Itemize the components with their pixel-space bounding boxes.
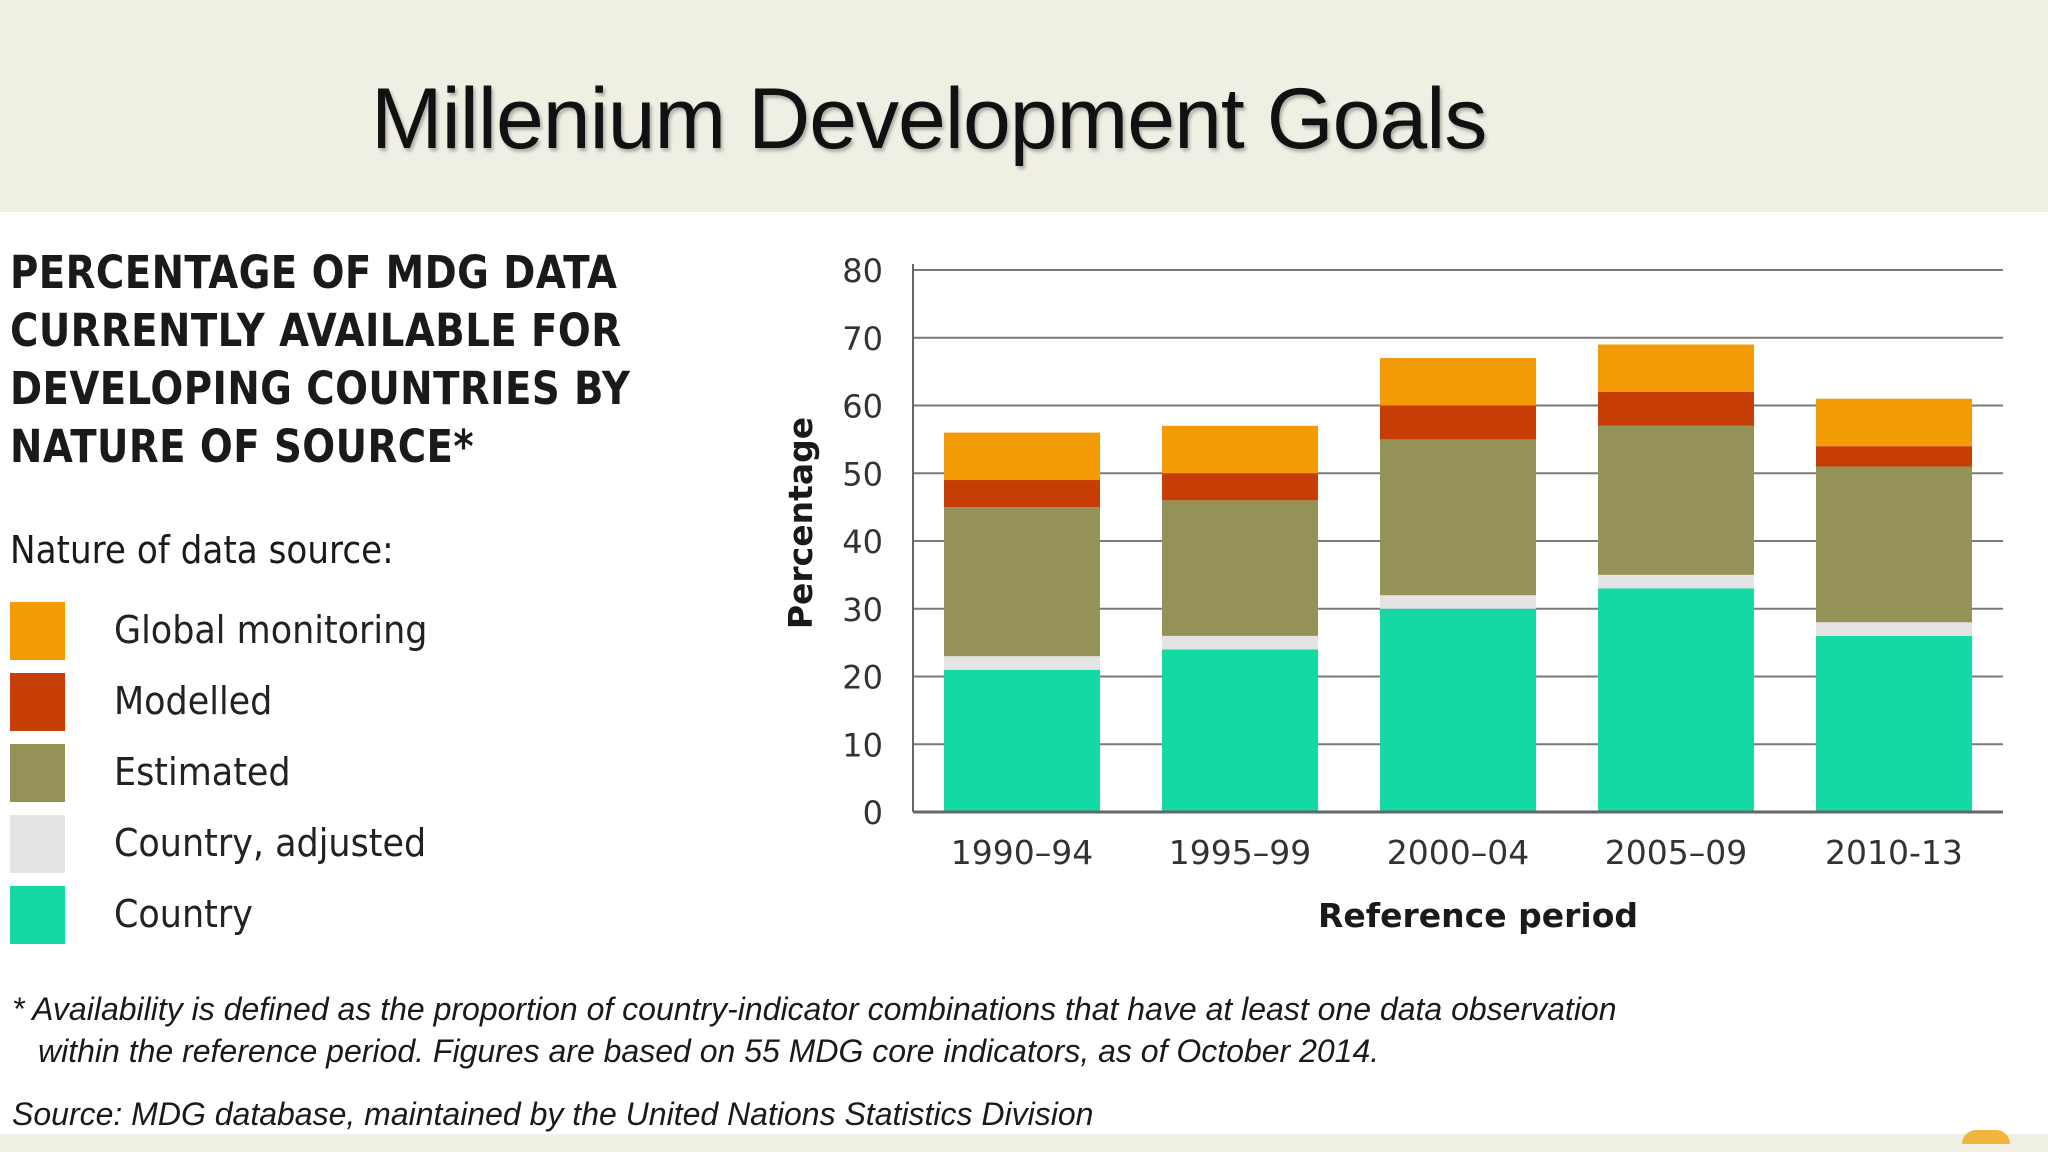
legend-swatch: [10, 602, 65, 660]
bar-segment-country-adjusted: [1380, 595, 1536, 609]
y-axis-title: Percentage: [781, 417, 820, 629]
figure-title-line: DEVELOPING COUNTRIES BY: [10, 362, 631, 415]
legend-item-estimated: Estimated: [10, 742, 610, 804]
y-tick-label: 20: [842, 659, 883, 697]
bar-segment-global-monitoring: [1816, 398, 1972, 447]
legend-item-modelled: Modelled: [10, 671, 610, 733]
x-tick-label: 1990–94: [951, 833, 1093, 872]
figure-title-line: CURRENTLY AVAILABLE FOR: [10, 304, 622, 357]
y-tick-label: 0: [863, 794, 883, 832]
legend-swatch: [10, 673, 65, 731]
legend-swatch: [10, 815, 65, 873]
figure-title: PERCENTAGE OF MDG DATA CURRENTLY AVAILAB…: [10, 244, 710, 476]
bar-segment-modelled: [1598, 391, 1754, 426]
bar-segment-country-adjusted: [1816, 622, 1972, 636]
x-axis-title: Reference period: [1318, 896, 1638, 935]
legend-label: Country, adjusted: [114, 821, 427, 865]
legend-item-country: Country: [10, 884, 610, 946]
bar-segment-modelled: [1162, 473, 1318, 501]
bar-segment-country: [944, 669, 1100, 812]
bar-segment-modelled: [1380, 405, 1536, 440]
bar-segment-global-monitoring: [944, 432, 1100, 481]
legend-label: Modelled: [114, 679, 273, 723]
legend-swatch: [10, 744, 65, 802]
bar-segment-estimated: [1380, 439, 1536, 596]
legend-label: Global monitoring: [114, 608, 428, 652]
legend-label: Country: [114, 892, 253, 936]
slide-header: Millenium Development Goals: [0, 0, 2048, 212]
bar-segment-country-adjusted: [1598, 574, 1754, 589]
figure-title-line: NATURE OF SOURCE*: [10, 420, 475, 473]
bar-segment-country: [1162, 649, 1318, 812]
y-tick-label: 60: [842, 388, 883, 426]
bar-segment-country: [1816, 635, 1972, 812]
footnote-line: within the reference period. Figures are…: [38, 1033, 1380, 1069]
x-tick-label: 2000–04: [1387, 833, 1529, 872]
bar-segment-estimated: [1816, 466, 1972, 623]
legend-item-country-adjusted: Country, adjusted: [10, 813, 610, 875]
slide-title: Millenium Development Goals: [371, 71, 1487, 167]
bar-segment-global-monitoring: [1380, 358, 1536, 406]
y-tick-label: 10: [842, 726, 883, 764]
bar-segment-country-adjusted: [1162, 635, 1318, 650]
bottom-strip: [0, 1134, 2048, 1152]
y-tick-label: 50: [842, 455, 883, 493]
bar-segment-country: [1380, 608, 1536, 812]
figure-title-line: PERCENTAGE OF MDG DATA: [10, 246, 618, 299]
y-tick-label: 80: [842, 252, 883, 290]
slide-corner-decoration: [1962, 1130, 2010, 1144]
bar-segment-estimated: [1598, 425, 1754, 575]
bar-segment-country-adjusted: [944, 656, 1100, 670]
stacked-bar-chart: 0 10 20 30 40 50 60 70 80 1990–94 1995–99 2000–04 20…: [781, 252, 2003, 935]
y-tick-label: 70: [842, 320, 883, 358]
legend-swatch: [10, 886, 65, 944]
bar-segment-estimated: [1162, 500, 1318, 636]
x-tick-label: 2005–09: [1605, 833, 1747, 872]
bar-segment-global-monitoring: [1598, 344, 1754, 392]
source-note: Source: MDG database, maintained by the …: [12, 1096, 1094, 1132]
bar-segment-country: [1598, 588, 1754, 812]
y-tick-label: 30: [842, 591, 883, 629]
footnote-line: * Availability is defined as the proport…: [12, 991, 1617, 1027]
x-tick-label: 2010-13: [1825, 833, 1963, 872]
bar-segment-global-monitoring: [1162, 425, 1318, 474]
legend-label: Estimated: [114, 750, 291, 794]
legend-heading: Nature of data source:: [10, 528, 394, 572]
bar-segment-modelled: [1816, 446, 1972, 467]
legend-item-global-monitoring: Global monitoring: [10, 600, 610, 662]
bar-segment-modelled: [944, 480, 1100, 508]
footnote: * Availability is defined as the proport…: [12, 988, 1912, 1072]
bar-segment-estimated: [944, 507, 1100, 657]
y-tick-label: 40: [842, 523, 883, 561]
x-tick-label: 1995–99: [1169, 833, 1311, 872]
